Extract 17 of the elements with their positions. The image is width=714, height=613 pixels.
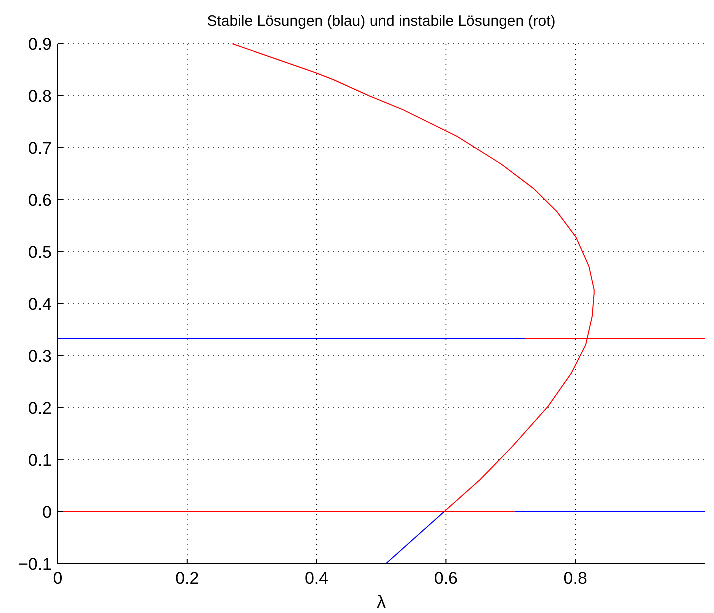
y-tick-label: −0.1 xyxy=(18,555,52,574)
y-tick-label: 0 xyxy=(42,503,52,522)
y-tick-label: 0.6 xyxy=(28,191,52,210)
y-tick-label: 0.7 xyxy=(28,139,52,158)
y-tick-label: 0.5 xyxy=(28,243,52,262)
y-tick-label: 0.2 xyxy=(28,399,52,418)
y-tick-label: 0.4 xyxy=(28,295,52,314)
chart-title: Stabile Lösungen (blau) und instabile Lösungen (rot) xyxy=(207,13,556,30)
y-tick-label: 0.9 xyxy=(28,35,52,54)
y-tick-label: 0.1 xyxy=(28,451,52,470)
x-axis-title: λ xyxy=(377,592,386,612)
x-tick-label: 0.8 xyxy=(564,569,588,588)
y-tick-label: 0.8 xyxy=(28,87,52,106)
x-tick-label: 0.4 xyxy=(304,569,329,588)
x-tick-label: 0.2 xyxy=(176,569,200,588)
y-tick-label: 0.3 xyxy=(28,347,52,366)
x-tick-label: 0.6 xyxy=(434,569,458,588)
